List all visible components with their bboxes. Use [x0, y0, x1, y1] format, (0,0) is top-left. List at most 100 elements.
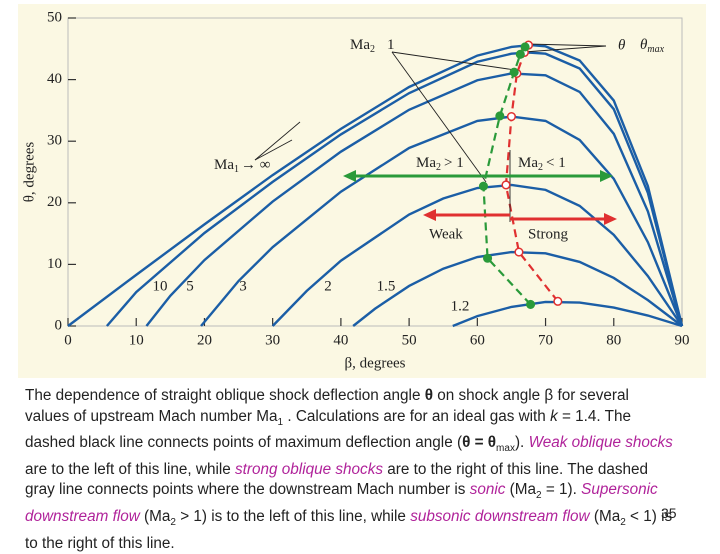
x-tick-label: 50 [402, 332, 417, 348]
caption-text: (Ma [139, 508, 171, 526]
y-tick-label: 0 [55, 317, 63, 333]
caption-text: are to the right of this line. The dashe… [25, 460, 649, 499]
series-label: 2 [324, 278, 332, 294]
mach-inf-label: Ma1 → ∞ [214, 157, 270, 175]
x-tick-label: 90 [675, 332, 690, 348]
x-tick-label: 40 [333, 332, 348, 348]
caption-term: Weak oblique shocks [528, 434, 673, 452]
y-tick-label: 10 [47, 256, 62, 272]
y-tick-label: 40 [47, 71, 62, 87]
series-label: 3 [239, 278, 247, 294]
mach-curve [67, 43, 684, 327]
page-number: 35 [661, 505, 677, 521]
label-rel: 1 [387, 37, 395, 53]
caption-text: (Ma [589, 508, 621, 526]
caption-text: on shock angle [432, 387, 545, 404]
caption-symbol: k [550, 407, 558, 425]
theta-label: θ [618, 37, 626, 53]
plot-frame [67, 17, 683, 327]
caption-text: . Calculations are for an ideal gas with [283, 407, 551, 425]
y-tick-label: 20 [47, 194, 62, 210]
x-tick-label: 0 [64, 332, 72, 348]
mach-curve [271, 183, 683, 327]
mach-curve [145, 72, 684, 327]
mach-curve [105, 51, 684, 327]
y-axis-label: θ, degrees [21, 142, 37, 203]
marker [506, 112, 516, 122]
mach-curve [200, 115, 684, 327]
chart: θ, degrees β, degrees 0 10 20 30 40 50 60 70 80 9… [18, 4, 706, 378]
caption-text: (Ma [505, 481, 537, 499]
mach-curve [352, 250, 683, 327]
x-axis-label: β, degrees [345, 355, 406, 371]
caption: The dependence of straight oblique shock… [25, 386, 675, 554]
label-sub: 2 [538, 162, 543, 173]
label-rel: → ∞ [241, 157, 270, 173]
x-tick-label: 70 [538, 332, 553, 348]
caption-term: strong oblique shocks [235, 460, 383, 478]
weak-arrow [423, 209, 617, 225]
caption-text: > 1) is to the left of this line, while [175, 508, 411, 526]
x-tick-label: 30 [265, 332, 280, 348]
label-text: Ma [214, 157, 234, 173]
chart-panel [18, 4, 706, 378]
marker [515, 49, 525, 59]
series-label: 5 [186, 278, 194, 294]
x-tick-label: 60 [470, 332, 485, 348]
caption-text: = 1). [541, 481, 582, 499]
strong-label: Strong [528, 226, 569, 242]
label-text: θ [640, 37, 648, 53]
marker [553, 296, 563, 306]
label-sub: max [647, 44, 664, 55]
marker [495, 111, 505, 121]
marker [483, 253, 493, 263]
caption-symbol: θ = θ [462, 434, 497, 452]
label-sub: 2 [436, 162, 441, 173]
x-tick-label: 20 [197, 332, 212, 348]
marker [525, 299, 536, 309]
caption-sub: 1 [277, 416, 284, 428]
x-tick-label: 10 [129, 332, 144, 348]
x-tick-label: 80 [606, 332, 621, 348]
label-sub: 2 [370, 44, 375, 55]
caption-symbol: β [544, 387, 554, 404]
supersonic-arrow [343, 170, 613, 182]
caption-term: Supersonic downstream flow [25, 481, 658, 526]
caption-sub: max [496, 443, 515, 455]
label-text: Ma [350, 37, 370, 53]
caption-text: are to the left of this line, while [25, 460, 236, 478]
y-tick-label: 30 [47, 133, 62, 149]
caption-sub: 2 [620, 517, 626, 529]
supersonic-label: Ma2 > 1 [416, 155, 464, 173]
label-rel: < 1 [546, 155, 566, 171]
caption-sub: 2 [536, 490, 542, 502]
caption-symbol: θ [424, 387, 433, 404]
series-label: 10 [153, 278, 168, 294]
y-tick-label: 50 [47, 9, 62, 25]
marker [520, 42, 530, 52]
mach-curve [452, 300, 683, 328]
label-text: Ma [416, 155, 436, 171]
caption-term: subsonic downstream flow [410, 508, 590, 526]
caption-term: sonic [469, 481, 506, 499]
caption-text: for several values of upstream Mach numb… [25, 387, 629, 425]
subsonic-label: Ma2 < 1 [518, 155, 566, 173]
caption-text: The dependence of straight oblique shock… [25, 387, 425, 404]
caption-text: ). [514, 434, 529, 452]
marker [478, 181, 489, 191]
series-label: 1.2 [451, 298, 470, 314]
sonic-label: Ma2 1 [350, 37, 395, 55]
label-text: Ma [518, 155, 538, 171]
label-rel: > 1 [444, 155, 464, 171]
series-label: 1.5 [377, 278, 396, 294]
caption-text: = 1.4. The dashed black line connects po… [25, 407, 632, 452]
caption-sub: 2 [170, 517, 176, 529]
slide: θ, degrees β, degrees 0 10 20 30 40 50 60 70 80 9… [18, 4, 706, 552]
theta-max-label: θmax [640, 37, 665, 55]
marker [514, 247, 524, 257]
marker [501, 180, 511, 190]
pointer-lines [254, 43, 607, 222]
weak-label: Weak [429, 226, 463, 242]
marker [509, 67, 519, 77]
label-sub: 1 [234, 164, 239, 175]
